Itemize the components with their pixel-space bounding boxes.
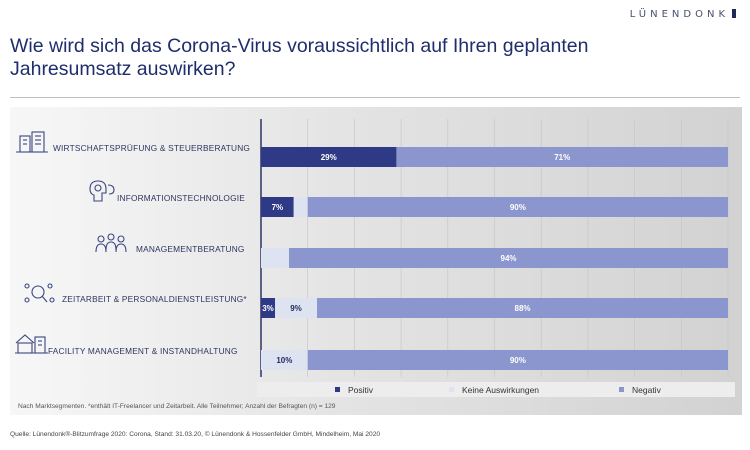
bar-segment-0-3 bbox=[261, 298, 276, 318]
legend-label-keine: Keine Auswirkungen bbox=[462, 385, 540, 395]
chart-footnote: Nach Marktsegmenten. *enthält IT-Freelan… bbox=[18, 403, 336, 410]
legend-swatch-negativ bbox=[619, 387, 624, 392]
data-label-2-3: 88% bbox=[515, 304, 531, 313]
bar-segment-0-0 bbox=[261, 147, 397, 167]
bar-segment-2-2 bbox=[289, 248, 728, 268]
category-label-2: MANAGEMENTBERATUNG bbox=[136, 244, 245, 254]
category-label-1: INFORMATIONSTECHNOLOGIE bbox=[117, 193, 245, 203]
legend-item-positiv: Positiv bbox=[335, 385, 373, 395]
bar-segment-2-1 bbox=[307, 197, 728, 217]
data-label-2-0: 71% bbox=[554, 153, 570, 162]
data-label-2-1: 90% bbox=[510, 203, 526, 212]
house-building-icon bbox=[15, 334, 48, 354]
data-label-2-4: 90% bbox=[510, 356, 526, 365]
data-label-1-4: 10% bbox=[276, 356, 292, 365]
data-label-2-2: 94% bbox=[501, 254, 517, 263]
source-note: Quelle: Lünendonk®-Blitzumfrage 2020: Co… bbox=[10, 431, 381, 438]
data-label-0-1: 7% bbox=[272, 203, 284, 212]
data-label-1-3: 9% bbox=[290, 304, 302, 313]
legend-item-negativ: Negativ bbox=[619, 385, 661, 395]
brand-logo: LÜNENDONK bbox=[630, 9, 736, 20]
bar-segment-1-3 bbox=[275, 298, 318, 318]
legend-item-keine: Keine Auswirkungen bbox=[449, 385, 539, 395]
bar-segment-2-3 bbox=[317, 298, 728, 318]
bar-segment-0-1 bbox=[261, 197, 294, 217]
chart-legend: Positiv Keine Auswirkungen Negativ bbox=[257, 382, 735, 397]
people-search-icon bbox=[24, 283, 55, 303]
category-label-0: WIRTSCHAFTSPRÜFUNG & STEUERBERATUNG bbox=[53, 143, 251, 153]
chart-panel: WIRTSCHAFTSPRÜFUNG & STEUERBERATUNG INFO… bbox=[10, 107, 742, 415]
category-label-3: ZEITARBEIT & PERSONALDIENSTLEISTUNG* bbox=[62, 294, 247, 304]
bar-segment-1-1 bbox=[293, 197, 308, 217]
bar-segment-1-4 bbox=[261, 350, 308, 370]
building-people-icon bbox=[16, 131, 48, 153]
data-label-0-3: 3% bbox=[262, 304, 274, 313]
bar-segment-2-4 bbox=[307, 350, 728, 370]
legend-label-negativ: Negativ bbox=[632, 385, 661, 395]
team-meeting-icon bbox=[95, 233, 127, 253]
brand-name: LÜNENDONK bbox=[629, 9, 729, 20]
category-label-4: FACILITY MANAGEMENT & INSTANDHALTUNG bbox=[48, 346, 238, 356]
brand-mark bbox=[732, 9, 736, 18]
title-divider bbox=[10, 97, 740, 98]
chart-title: Wie wird sich das Corona-Virus voraussic… bbox=[10, 35, 589, 80]
bar-segment-1-2 bbox=[261, 248, 290, 268]
bar-segment-2-0 bbox=[396, 147, 728, 167]
it-head-icon bbox=[89, 180, 115, 202]
legend-label-positiv: Positiv bbox=[348, 385, 374, 395]
data-label-0-0: 29% bbox=[321, 153, 337, 162]
legend-swatch-keine bbox=[449, 387, 454, 392]
legend-swatch-positiv bbox=[335, 387, 340, 392]
stacked-bar-chart: 29%71%7%3%90%6%94%3%9%88%10%90% bbox=[260, 119, 728, 377]
